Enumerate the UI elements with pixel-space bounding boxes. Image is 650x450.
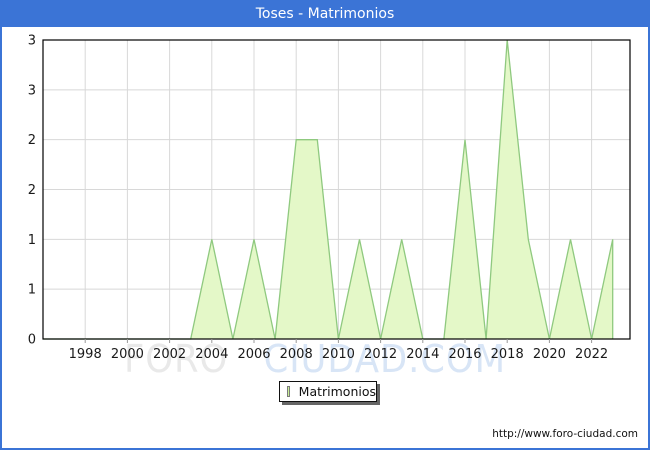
x-tick-label: 2022 [575,347,608,362]
y-tick-label: 1 [28,233,36,248]
x-tick-label: 2018 [491,347,524,362]
y-tick-label: 2 [28,133,36,148]
x-tick-label: 2012 [364,347,397,362]
x-tick-label: 2016 [448,347,481,362]
x-tick-label: 2010 [322,347,355,362]
x-tick-label: 2020 [533,347,566,362]
x-tick-label: 1998 [69,347,102,362]
watermark-foro: FORO [124,337,229,381]
y-tick-label: 1 [28,283,36,298]
y-tick-label: 3 [28,83,36,98]
footer-url-link[interactable]: http://www.foro-ciudad.com [492,428,638,440]
chart-title: Toses - Matrimonios [255,6,395,22]
x-tick-label: 2006 [237,347,270,362]
title-bar: Toses - Matrimonios [2,2,648,27]
y-tick-label: 0 [28,333,36,348]
plot-border [42,39,631,340]
legend-box: Matrimonios [279,381,377,402]
x-tick-label: 2014 [406,347,439,362]
x-tick-label: 2008 [280,347,313,362]
y-tick-label: 2 [28,183,36,198]
x-tick-label: 2000 [111,347,144,362]
watermark: FORO CIUDAD.COM [124,340,506,378]
x-tick-label: 2002 [153,347,186,362]
y-tick-label: 3 [28,34,36,49]
area-fill [43,40,613,339]
legend-swatch-icon [287,386,290,397]
legend-label: Matrimonios [298,384,376,399]
watermark-ciudad: CIUDAD.COM [263,337,507,381]
x-tick-label: 2004 [195,347,228,362]
